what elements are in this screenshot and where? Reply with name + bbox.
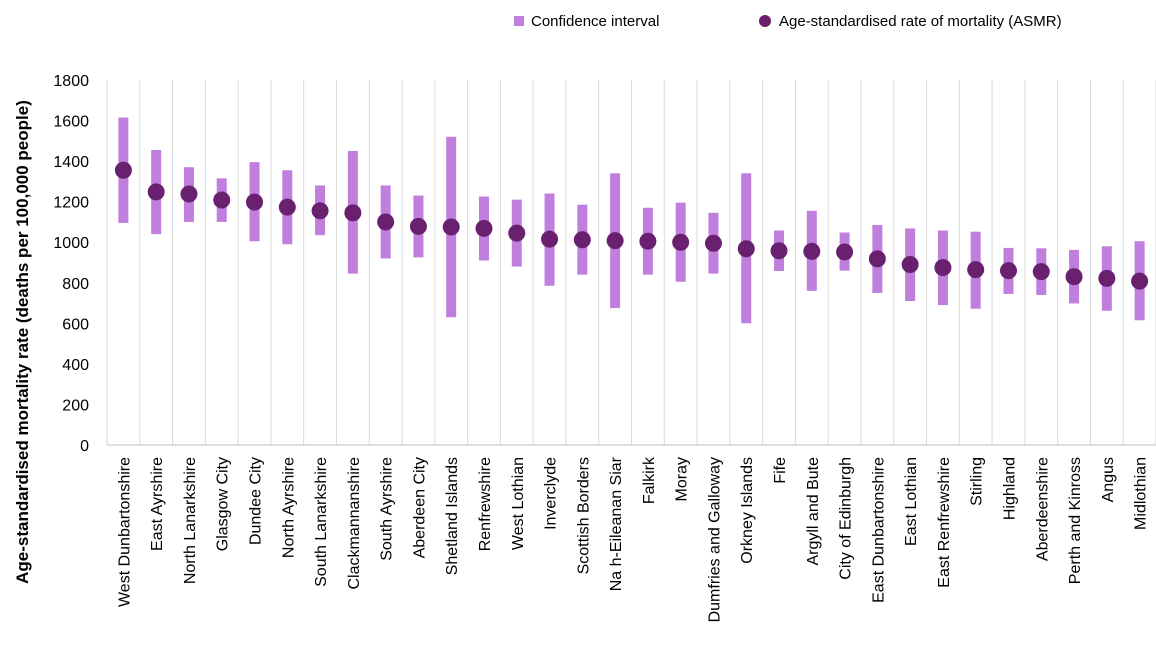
asmr-point — [836, 243, 854, 261]
y-axis-tick-labels: 0 200 400 600 800 1000 1200 1400 1600 1800 — [53, 73, 89, 455]
x-category-label: West Lothian — [510, 457, 527, 550]
asmr-point — [409, 217, 427, 235]
asmr-point — [213, 191, 231, 209]
x-category-label: Angus — [1100, 457, 1117, 502]
x-category-label: East Dunbartonshire — [870, 457, 887, 603]
asmr-point — [901, 256, 919, 274]
y-tick-label: 600 — [62, 316, 89, 333]
legend-ci-label: Confidence interval — [531, 13, 659, 30]
x-category-label: East Lothian — [903, 457, 920, 546]
x-category-label: Clackmannanshire — [346, 457, 363, 590]
asmr-point — [704, 234, 722, 252]
x-category-label: North Lanarkshire — [182, 457, 199, 584]
asmr-point — [1131, 272, 1149, 290]
vertical-gridlines — [106, 80, 1156, 445]
x-category-label: Renfrewshire — [477, 457, 494, 551]
legend-ci-swatch — [514, 16, 524, 26]
asmr-point — [803, 242, 821, 260]
asmr-point — [442, 218, 460, 236]
x-category-label: South Lanarkshire — [313, 457, 330, 587]
asmr-point — [639, 232, 657, 250]
x-category-label: Scottish Borders — [575, 457, 592, 574]
x-category-label: South Ayrshire — [379, 457, 396, 561]
x-category-label: Stirling — [969, 457, 986, 506]
asmr-point — [606, 232, 624, 250]
asmr-point — [737, 240, 755, 258]
asmr-point — [246, 193, 264, 211]
x-category-label: North Ayrshire — [280, 457, 297, 558]
x-category-label: Midlothian — [1133, 457, 1150, 530]
x-category-label: East Ayrshire — [149, 457, 166, 551]
x-category-label: Falkirk — [641, 456, 658, 504]
asmr-point — [934, 259, 952, 277]
x-axis-category-labels: West Dunbartonshire East Ayrshire North La… — [116, 456, 1149, 622]
asmr-point — [180, 185, 198, 203]
asmr-point — [377, 213, 395, 231]
x-category-label: Glasgow City — [215, 457, 232, 551]
y-axis-title: Age-standardised mortality rate (deaths … — [13, 100, 32, 584]
x-category-label: Fife — [772, 457, 789, 484]
legend-asmr-label: Age-standardised rate of mortality (ASMR… — [779, 13, 1062, 30]
asmr-point — [475, 219, 493, 237]
x-category-label: Aberdeenshire — [1034, 457, 1051, 561]
y-tick-label: 800 — [62, 276, 89, 293]
x-category-label: Orkney Islands — [739, 457, 756, 564]
asmr-point — [114, 161, 132, 179]
y-tick-label: 0 — [80, 438, 89, 455]
asmr-point — [1098, 269, 1116, 287]
asmr-point — [541, 230, 559, 248]
x-category-label: Highland — [1001, 457, 1018, 520]
x-category-label: Dumfries and Galloway — [706, 457, 723, 622]
asmr-point — [344, 204, 362, 222]
x-category-label: Argyll and Bute — [805, 457, 822, 566]
y-tick-label: 1000 — [53, 235, 89, 252]
y-tick-label: 1800 — [53, 73, 89, 90]
asmr-point — [278, 198, 296, 216]
asmr-point — [1032, 263, 1050, 281]
y-tick-label: 200 — [62, 397, 89, 414]
x-category-label: Inverclyde — [543, 457, 560, 530]
asmr-point — [967, 261, 985, 279]
legend: Confidence interval Age-standardised rat… — [514, 13, 1062, 30]
asmr-point — [573, 231, 591, 249]
x-category-label: East Renfrewshire — [936, 457, 953, 588]
y-tick-label: 1600 — [53, 114, 89, 131]
x-category-label: Na h-Eileanan Siar — [608, 456, 625, 591]
legend-asmr-swatch — [759, 15, 771, 27]
asmr-points — [114, 161, 1149, 290]
asmr-point — [868, 250, 886, 268]
asmr-point — [311, 202, 329, 220]
x-category-label: Perth and Kinross — [1067, 457, 1084, 584]
asmr-point — [770, 242, 788, 260]
x-category-label: City of Edinburgh — [838, 457, 855, 580]
y-tick-label: 400 — [62, 357, 89, 374]
asmr-point — [508, 224, 526, 242]
x-category-label: Moray — [674, 457, 691, 501]
y-tick-label: 1400 — [53, 154, 89, 171]
asmr-point — [147, 183, 165, 201]
x-category-label: Dundee City — [248, 457, 265, 545]
x-category-label: Shetland Islands — [444, 457, 461, 575]
y-tick-label: 1200 — [53, 195, 89, 212]
asmr-point — [672, 233, 690, 251]
x-category-label: West Dunbartonshire — [116, 457, 133, 607]
x-category-label: Aberdeen City — [411, 457, 428, 558]
asmr-point — [999, 262, 1017, 280]
asmr-point — [1065, 268, 1083, 286]
